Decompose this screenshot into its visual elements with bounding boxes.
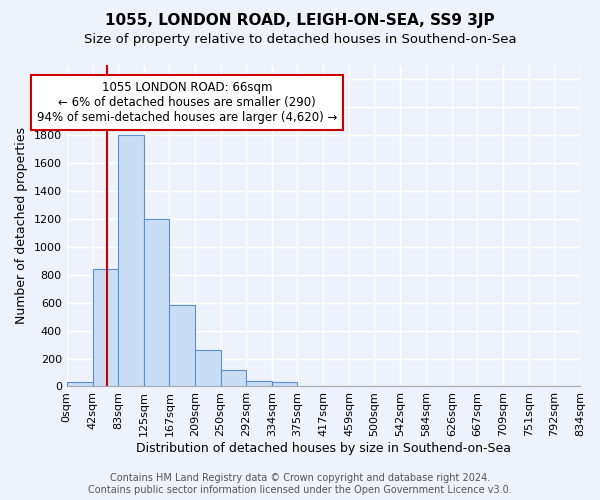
Bar [272,382,298,386]
Text: 1055, LONDON ROAD, LEIGH-ON-SEA, SS9 3JP: 1055, LONDON ROAD, LEIGH-ON-SEA, SS9 3JP [105,12,495,28]
Bar [169,306,196,386]
X-axis label: Distribution of detached houses by size in Southend-on-Sea: Distribution of detached houses by size … [136,442,511,455]
Text: Size of property relative to detached houses in Southend-on-Sea: Size of property relative to detached ho… [83,32,517,46]
Bar [118,135,143,386]
Bar [92,269,118,386]
Text: 1055 LONDON ROAD: 66sqm
← 6% of detached houses are smaller (290)
94% of semi-de: 1055 LONDON ROAD: 66sqm ← 6% of detached… [37,81,337,124]
Bar [221,370,247,386]
Bar [196,350,221,387]
Bar [67,382,92,386]
Bar [143,218,169,386]
Bar [247,381,272,386]
Text: Contains HM Land Registry data © Crown copyright and database right 2024.
Contai: Contains HM Land Registry data © Crown c… [88,474,512,495]
Y-axis label: Number of detached properties: Number of detached properties [15,127,28,324]
